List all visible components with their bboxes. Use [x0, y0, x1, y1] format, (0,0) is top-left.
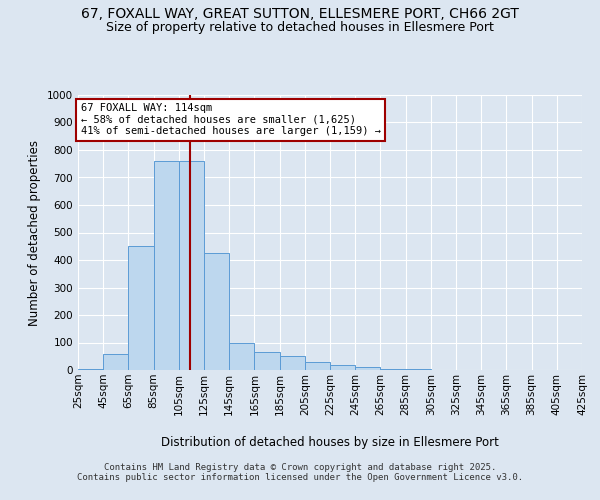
Text: 67, FOXALL WAY, GREAT SUTTON, ELLESMERE PORT, CH66 2GT: 67, FOXALL WAY, GREAT SUTTON, ELLESMERE … [81, 8, 519, 22]
Bar [280, 356, 305, 370]
Text: Size of property relative to detached houses in Ellesmere Port: Size of property relative to detached ho… [106, 22, 494, 35]
Bar [78, 369, 103, 370]
Bar [154, 161, 179, 370]
Bar [179, 161, 204, 370]
Bar [330, 364, 355, 370]
Text: Contains public sector information licensed under the Open Government Licence v3: Contains public sector information licen… [77, 474, 523, 482]
Bar [103, 354, 128, 370]
Bar [406, 369, 431, 370]
Bar [254, 352, 280, 370]
Bar [229, 342, 254, 370]
Text: Contains HM Land Registry data © Crown copyright and database right 2025.: Contains HM Land Registry data © Crown c… [104, 464, 496, 472]
Text: 67 FOXALL WAY: 114sqm
← 58% of detached houses are smaller (1,625)
41% of semi-d: 67 FOXALL WAY: 114sqm ← 58% of detached … [80, 104, 380, 136]
Y-axis label: Number of detached properties: Number of detached properties [28, 140, 41, 326]
Bar [355, 367, 380, 370]
Bar [204, 253, 229, 370]
Bar [128, 246, 154, 370]
Text: Distribution of detached houses by size in Ellesmere Port: Distribution of detached houses by size … [161, 436, 499, 449]
Bar [305, 362, 330, 370]
Bar [380, 368, 406, 370]
